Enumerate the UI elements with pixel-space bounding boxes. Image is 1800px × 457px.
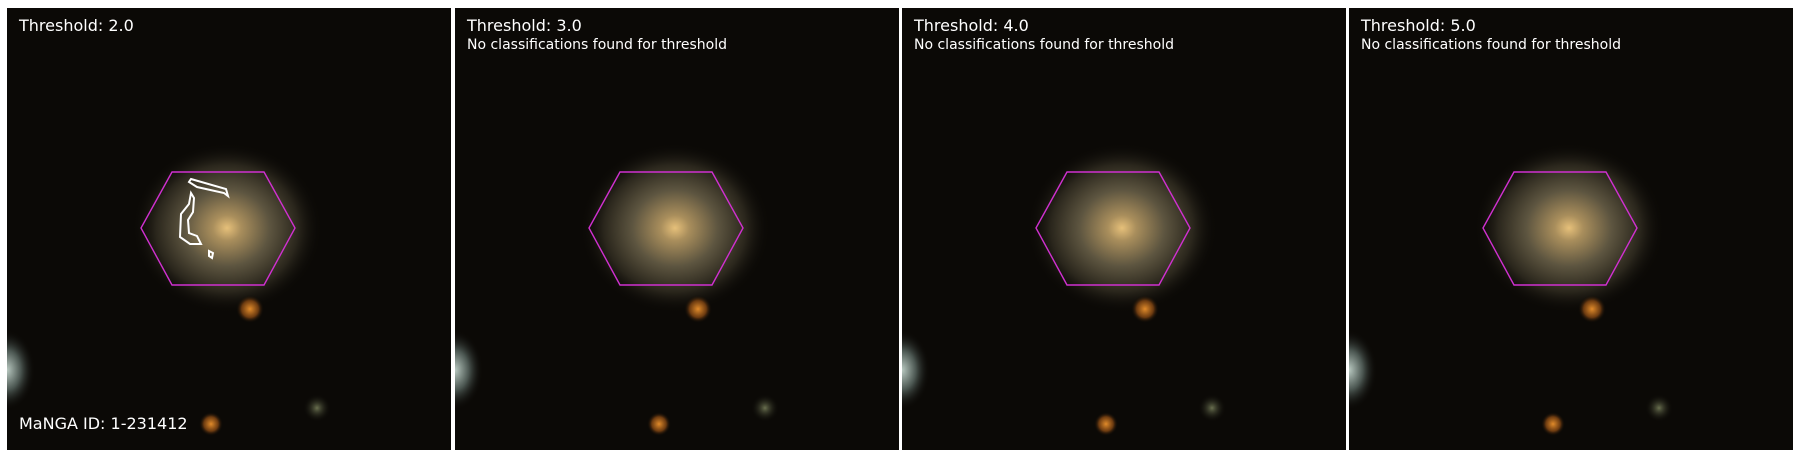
star: [684, 295, 712, 323]
ifu-hexagon: [588, 171, 744, 286]
star: [647, 412, 671, 436]
star: [236, 295, 264, 323]
edge-object: [7, 330, 35, 410]
panel-title: Threshold: 4.0: [914, 16, 1029, 35]
ifu-hexagon: [140, 171, 296, 286]
panel-threshold-5: Threshold: 5.0 No classifications found …: [1349, 8, 1793, 450]
manga-id-label: MaNGA ID: 1-231412: [19, 414, 188, 433]
galaxy-image: [1349, 8, 1793, 450]
faint-object: [1645, 394, 1673, 422]
ifu-hexagon: [1035, 171, 1191, 286]
galaxy: [1474, 143, 1664, 313]
star: [1131, 295, 1159, 323]
panel-subtitle: No classifications found for threshold: [1361, 37, 1621, 53]
faint-object: [751, 394, 779, 422]
edge-object: [902, 330, 930, 410]
galaxy: [580, 143, 770, 313]
galaxy-image: [7, 8, 451, 450]
galaxy-image: [455, 8, 899, 450]
faint-object: [303, 394, 331, 422]
star: [199, 412, 223, 436]
panel-title: Threshold: 5.0: [1361, 16, 1476, 35]
galaxy-image: [902, 8, 1346, 450]
classification-contours: [178, 177, 230, 260]
panel-threshold-4: Threshold: 4.0 No classifications found …: [902, 8, 1346, 450]
panel-threshold-2: Threshold: 2.0 MaNGA ID: 1-231412: [7, 8, 451, 450]
ifu-hexagon: [1482, 171, 1638, 286]
galaxy: [132, 143, 322, 313]
panel-threshold-3: Threshold: 3.0 No classifications found …: [455, 8, 899, 450]
star: [1094, 412, 1118, 436]
panel-title: Threshold: 2.0: [19, 16, 134, 35]
star: [1541, 412, 1565, 436]
edge-object: [455, 330, 483, 410]
panel-title: Threshold: 3.0: [467, 16, 582, 35]
galaxy: [1027, 143, 1217, 313]
panel-subtitle: No classifications found for threshold: [914, 37, 1174, 53]
panel-subtitle: No classifications found for threshold: [467, 37, 727, 53]
faint-object: [1198, 394, 1226, 422]
star: [1578, 295, 1606, 323]
edge-object: [1349, 330, 1377, 410]
